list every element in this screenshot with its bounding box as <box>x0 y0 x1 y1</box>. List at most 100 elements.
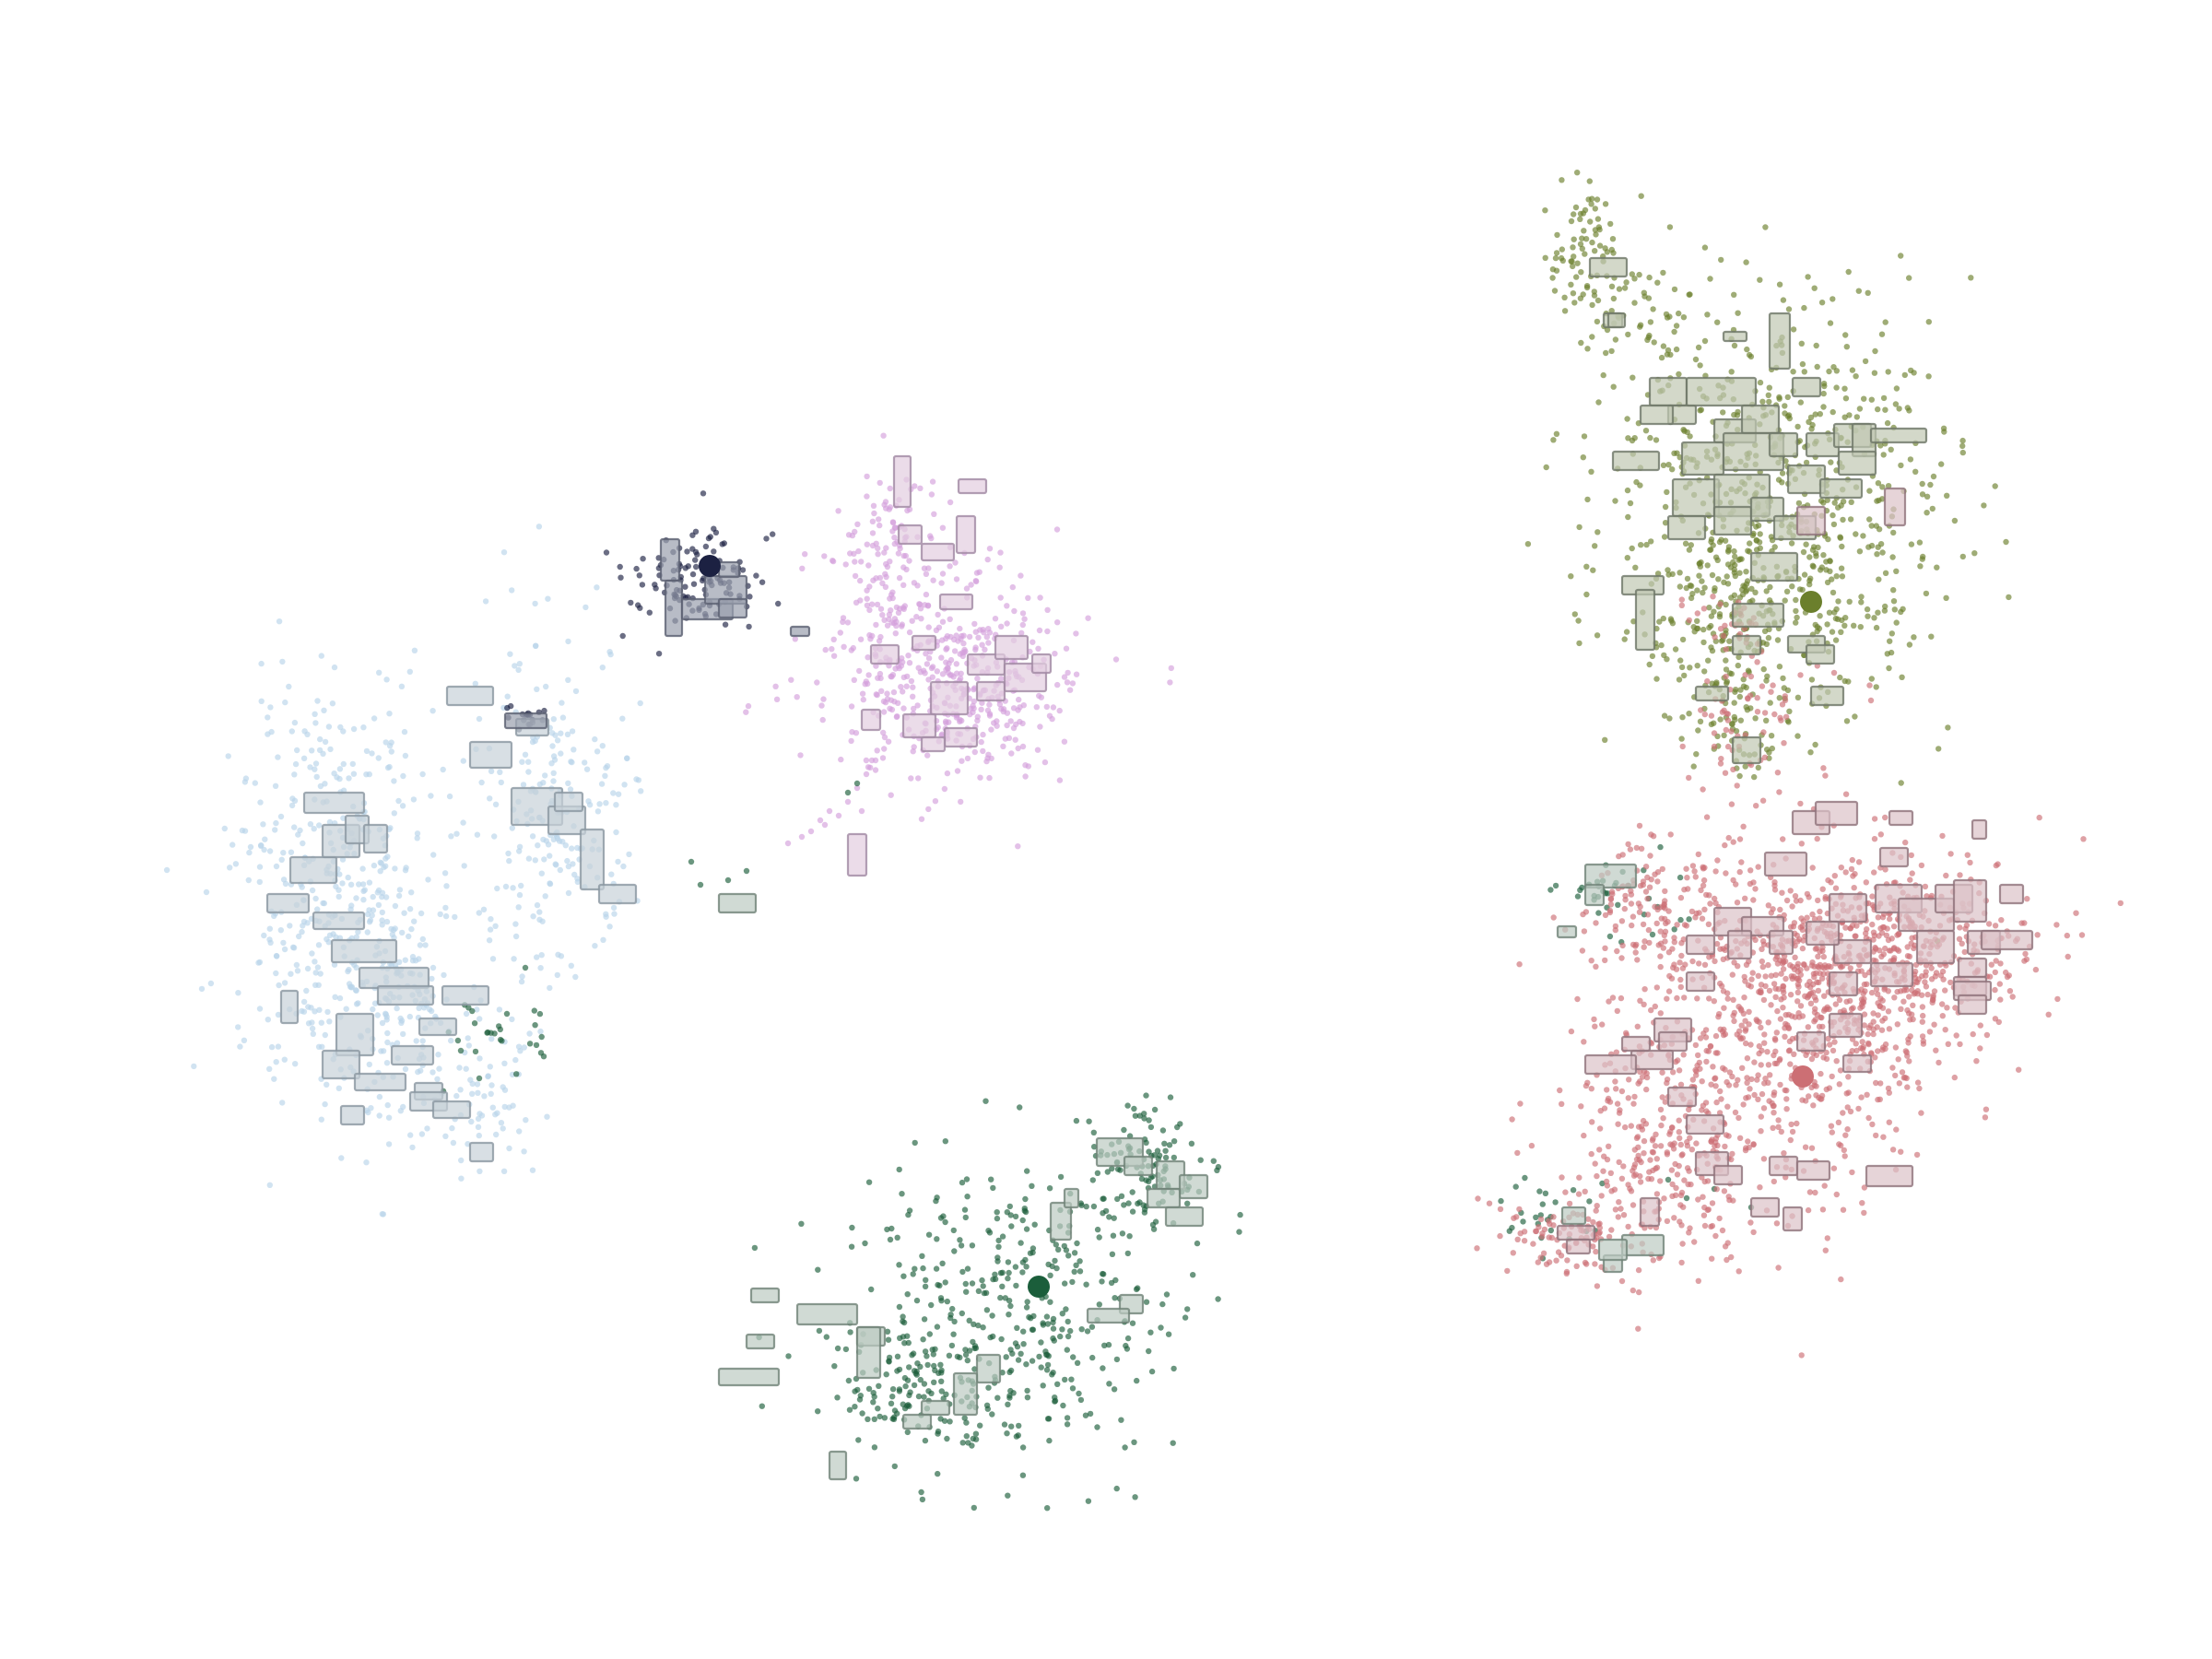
data-point-dark-green <box>871 1444 878 1451</box>
data-point-olive <box>1584 496 1591 503</box>
data-point-light-blue <box>434 1076 441 1083</box>
data-point-olive <box>1817 613 1823 619</box>
data-point-navy <box>775 600 782 607</box>
data-point-olive <box>1801 369 1808 375</box>
data-point-olive <box>1647 434 1653 441</box>
data-point-olive <box>1704 312 1711 318</box>
data-point-olive <box>1981 502 1987 509</box>
data-point-dark-green <box>1570 1187 1577 1194</box>
data-point-lilac <box>1021 616 1028 622</box>
data-point-rose <box>1535 1259 1542 1265</box>
data-point-dark-green <box>921 1381 928 1387</box>
data-point-rose <box>1632 1171 1640 1178</box>
data-point-olive <box>1861 395 1867 402</box>
data-point-olive <box>1868 523 1875 529</box>
data-point-lilac <box>1167 679 1173 686</box>
data-point-lilac <box>880 432 887 439</box>
data-point-rose <box>1816 1023 1823 1030</box>
data-point-rose <box>1692 1066 1699 1074</box>
data-point-navy <box>690 581 698 587</box>
data-point-lilac <box>944 770 951 777</box>
data-point-olive <box>1623 279 1630 286</box>
data-point-navy <box>655 651 663 657</box>
data-point-olive <box>1725 547 1732 553</box>
data-point-lilac <box>997 549 1004 556</box>
data-point-dark-green <box>969 1280 976 1287</box>
data-point-light-blue <box>469 1080 476 1088</box>
data-point-olive <box>1666 224 1674 230</box>
data-point-lilac <box>971 686 977 693</box>
data-point-olive <box>1570 290 1577 297</box>
data-point-lilac <box>957 625 963 632</box>
data-point-lilac <box>884 690 890 697</box>
data-point-dark-green <box>989 1312 995 1319</box>
data-point-lilac <box>838 756 844 763</box>
data-point-dark-green <box>985 1228 992 1234</box>
data-point-navy <box>636 572 642 579</box>
data-point-rose <box>1742 895 1748 901</box>
data-point-dark-green <box>1004 1430 1010 1437</box>
data-point-rose <box>1828 879 1834 886</box>
data-point-lilac <box>855 547 862 555</box>
data-point-rose <box>1833 1058 1840 1065</box>
data-point-dark-green <box>1024 1299 1030 1305</box>
data-point-rose <box>1701 961 1709 969</box>
data-point-light-blue <box>558 750 564 757</box>
data-point-lilac <box>819 716 826 724</box>
data-point-light-blue <box>594 748 601 755</box>
data-point-light-blue <box>446 793 453 800</box>
data-point-olive <box>1582 206 1589 214</box>
data-point-rose <box>1939 968 1947 975</box>
data-point-rose <box>1908 852 1914 859</box>
data-point-light-blue <box>448 833 454 840</box>
data-point-dark-green <box>1009 1350 1016 1357</box>
data-point-olive <box>1701 337 1709 345</box>
data-point-light-blue <box>239 827 246 834</box>
data-point-light-blue <box>460 819 466 826</box>
data-point-rose <box>1794 998 1801 1005</box>
data-point-dark-green <box>1512 1183 1519 1190</box>
data-point-lilac <box>1037 594 1043 601</box>
data-point-dark-green <box>957 1237 963 1243</box>
data-point-rose <box>1681 994 1688 1001</box>
data-point-light-blue <box>266 848 274 854</box>
data-point-light-blue <box>485 1073 491 1080</box>
data-point-lilac <box>974 713 982 720</box>
data-point-dark-green <box>913 1297 921 1304</box>
data-point-rose <box>1630 1287 1637 1294</box>
data-point-lilac <box>857 577 864 584</box>
data-point-lilac <box>822 646 829 653</box>
data-point-lilac <box>874 601 881 608</box>
data-point-rose <box>1707 900 1713 907</box>
data-point-olive <box>1630 374 1636 381</box>
data-point-dark-green <box>1073 1117 1080 1124</box>
data-point-rose <box>1807 1000 1815 1007</box>
data-point-light-blue <box>291 771 298 778</box>
data-point-rose <box>1673 966 1680 972</box>
data-point-lilac <box>934 668 940 675</box>
data-point-rose <box>1638 1124 1645 1130</box>
data-point-dark-green <box>944 1435 950 1442</box>
data-point-dark-green <box>1044 1321 1052 1327</box>
data-point-lilac <box>1004 603 1010 609</box>
data-point-olive <box>1845 268 1852 276</box>
data-point-dark-green <box>922 1283 929 1290</box>
data-point-dark-green <box>971 1504 978 1512</box>
data-point-rose <box>1731 1018 1737 1025</box>
data-point-lilac <box>998 623 1005 629</box>
data-point-olive <box>1968 275 1974 281</box>
data-point-light-blue <box>525 759 532 765</box>
data-point-olive <box>1796 586 1804 593</box>
data-point-dark-green <box>931 1362 937 1370</box>
data-point-light-blue <box>288 802 296 809</box>
data-point-rose <box>1641 986 1648 993</box>
data-point-dark-green <box>1108 1279 1115 1287</box>
data-point-rose <box>1811 994 1818 1001</box>
data-point-dark-green <box>883 1371 889 1378</box>
data-point-rose <box>1773 1030 1781 1036</box>
data-point-olive <box>1708 721 1715 728</box>
data-point-light-blue <box>500 1168 508 1175</box>
data-point-rose <box>1588 1086 1595 1092</box>
data-point-olive <box>1755 764 1762 771</box>
data-point-rose <box>1557 1087 1563 1094</box>
